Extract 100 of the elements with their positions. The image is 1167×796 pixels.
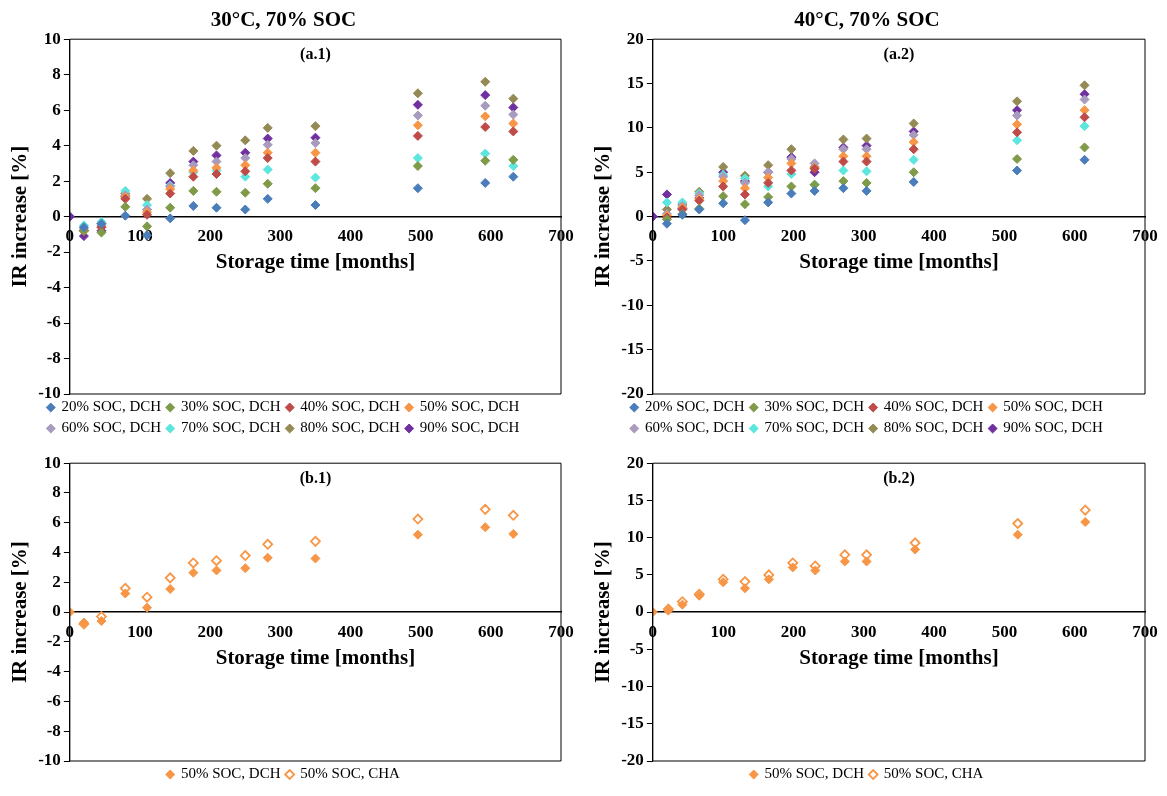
y-tick-label: 4 (52, 135, 62, 155)
y-tick-label: -10 (621, 675, 644, 695)
x-tick-label: 500 (991, 621, 1018, 641)
legend-label: 60% SOC, DCH (644, 419, 745, 436)
legend-label: 50% SOC, DCH (180, 765, 281, 782)
y-tick-label: -4 (46, 661, 62, 681)
y-axis-title: IR increase [%] (7, 145, 32, 288)
x-axis-title: Storage time [months] (799, 249, 999, 274)
legend-label: 40% SOC, DCH (883, 398, 984, 415)
y-tick-label: 10 (43, 452, 61, 472)
x-tick-label: 600 (1061, 226, 1088, 246)
y-tick-label: 6 (52, 99, 61, 119)
annotation: (a.2) (883, 45, 915, 64)
y-tick-label: -5 (629, 638, 644, 658)
x-tick-label: 700 (548, 226, 574, 246)
y-tick-label: 0 (635, 601, 644, 621)
y-tick-label: 0 (52, 205, 61, 225)
x-tick-label: 500 (407, 621, 434, 641)
legend-label: 80% SOC, DCH (300, 419, 401, 436)
y-tick-label: 10 (43, 28, 61, 48)
legend-label: 50% SOC, DCH (764, 765, 865, 782)
y-tick-label: 8 (52, 482, 61, 502)
y-tick-label: 15 (626, 72, 644, 92)
y-tick-label: -10 (621, 294, 644, 314)
chart-title: 40°C, 70% SOC (794, 7, 940, 32)
y-tick-label: -15 (621, 713, 644, 733)
legend-label: 20% SOC, DCH (61, 398, 162, 415)
x-tick-label: 300 (267, 621, 294, 641)
y-tick-label: 20 (626, 452, 644, 472)
legend-label: 90% SOC, DCH (419, 419, 520, 436)
legend-label: 50% SOC, DCH (1003, 398, 1104, 415)
y-tick-label: 5 (635, 564, 644, 584)
x-tick-label: 200 (197, 621, 223, 641)
y-tick-label: -2 (46, 631, 61, 651)
y-axis-title: IR increase [%] (590, 145, 615, 288)
x-tick-label: 200 (780, 226, 807, 246)
y-tick-label: 15 (626, 489, 644, 509)
y-tick-label: -10 (38, 383, 61, 403)
x-axis-title: Storage time [months] (799, 644, 999, 669)
legend-label: 80% SOC, DCH (883, 419, 984, 436)
y-tick-label: -10 (38, 750, 61, 770)
y-axis-title: IR increase [%] (7, 541, 32, 684)
legend-label: 40% SOC, DCH (300, 398, 401, 415)
y-tick-label: -6 (46, 312, 61, 332)
y-axis-title: IR increase [%] (590, 541, 615, 684)
y-tick-label: -6 (46, 690, 61, 710)
x-tick-label: 400 (337, 226, 364, 246)
x-tick-label: 100 (710, 226, 736, 246)
x-tick-label: 600 (478, 226, 504, 246)
x-axis-title: Storage time [months] (215, 249, 416, 274)
x-tick-label: 600 (1061, 621, 1088, 641)
x-tick-label: 500 (407, 226, 434, 246)
y-tick-label: -20 (621, 750, 644, 770)
x-tick-label: 100 (127, 621, 153, 641)
legend-label: 70% SOC, DCH (180, 419, 281, 436)
legend-label: 50% SOC, DCH (419, 398, 520, 415)
x-tick-label: 100 (710, 621, 736, 641)
x-tick-label: 300 (267, 226, 294, 246)
y-tick-label: 4 (52, 541, 62, 561)
y-tick-label: -4 (46, 276, 62, 296)
x-tick-label: 300 (851, 226, 877, 246)
x-axis-title: Storage time [months] (215, 644, 416, 669)
annotation: (b.2) (883, 469, 915, 488)
y-tick-label: 2 (52, 571, 61, 591)
x-tick-label: 300 (851, 621, 877, 641)
y-tick-label: 8 (52, 64, 61, 84)
y-tick-label: 2 (52, 170, 61, 190)
legend-label: 30% SOC, DCH (180, 398, 281, 415)
y-tick-label: 0 (52, 601, 61, 621)
annotation: (b.1) (299, 469, 332, 488)
x-tick-label: 700 (1132, 226, 1158, 246)
annotation: (a.1) (300, 45, 331, 64)
y-tick-label: 10 (626, 527, 644, 547)
x-tick-label: 500 (991, 226, 1018, 246)
y-tick-label: -2 (46, 241, 61, 261)
legend-label: 30% SOC, DCH (764, 398, 865, 415)
x-tick-label: 400 (337, 621, 364, 641)
y-tick-label: 20 (626, 28, 644, 48)
legend-label: 20% SOC, DCH (644, 398, 745, 415)
legend-label: 60% SOC, DCH (61, 419, 162, 436)
x-tick-label: 600 (478, 621, 504, 641)
y-tick-label: -8 (46, 720, 61, 740)
chart-title: 30°C, 70% SOC (210, 7, 357, 32)
legend-label: 90% SOC, DCH (1003, 419, 1104, 436)
y-tick-label: -8 (46, 347, 61, 367)
legend-label: 50% SOC, CHA (883, 765, 984, 782)
legend-label: 50% SOC, CHA (300, 765, 401, 782)
y-tick-label: 5 (635, 161, 644, 181)
y-tick-label: 6 (52, 512, 61, 532)
x-tick-label: 400 (921, 226, 947, 246)
x-tick-label: 200 (197, 226, 223, 246)
x-tick-label: 700 (1132, 621, 1158, 641)
x-tick-label: 200 (780, 621, 807, 641)
y-tick-label: 10 (626, 117, 644, 137)
legend-label: 70% SOC, DCH (764, 419, 865, 436)
x-tick-label: 700 (548, 621, 574, 641)
y-tick-label: -20 (621, 383, 644, 403)
y-tick-label: -5 (629, 250, 644, 270)
y-tick-label: 0 (635, 205, 644, 225)
x-tick-label: 400 (921, 621, 947, 641)
